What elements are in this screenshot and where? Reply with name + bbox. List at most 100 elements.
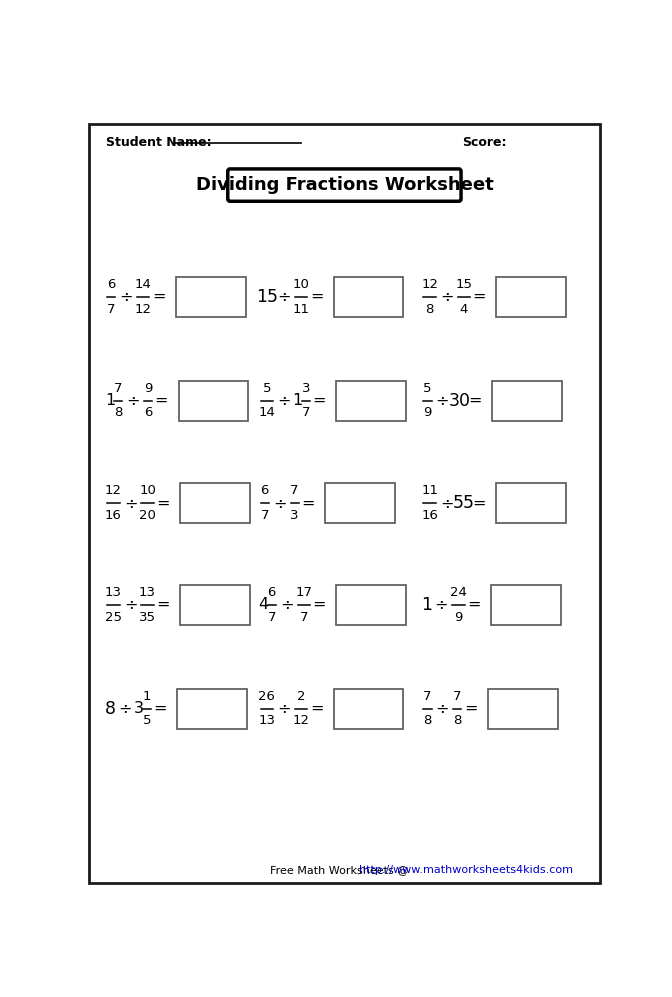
- Text: =: =: [312, 393, 326, 408]
- FancyBboxPatch shape: [177, 689, 247, 729]
- FancyBboxPatch shape: [180, 584, 250, 625]
- Text: 26: 26: [259, 690, 276, 703]
- Text: 16: 16: [105, 508, 122, 521]
- Text: ÷: ÷: [124, 597, 137, 612]
- Text: 7: 7: [302, 407, 310, 420]
- Text: 6: 6: [261, 485, 269, 498]
- Text: ÷: ÷: [118, 701, 132, 716]
- Text: 9: 9: [144, 382, 153, 395]
- Text: =: =: [312, 597, 326, 612]
- Text: 9: 9: [423, 407, 431, 420]
- Text: 15: 15: [256, 288, 278, 306]
- Text: 12: 12: [135, 302, 152, 315]
- FancyBboxPatch shape: [497, 484, 566, 523]
- Text: 14: 14: [259, 407, 276, 420]
- Text: 4: 4: [258, 597, 269, 612]
- Text: ÷: ÷: [278, 289, 291, 304]
- Text: 6: 6: [144, 407, 153, 420]
- Text: 15: 15: [455, 278, 472, 291]
- FancyBboxPatch shape: [176, 277, 245, 317]
- Text: 2: 2: [297, 690, 305, 703]
- Text: 1: 1: [292, 393, 302, 408]
- Text: Free Math Worksheets @: Free Math Worksheets @: [270, 865, 412, 875]
- Text: 14: 14: [135, 278, 152, 291]
- Text: 7: 7: [261, 508, 269, 521]
- Text: http://www.mathworksheets4kids.com: http://www.mathworksheets4kids.com: [359, 865, 573, 875]
- FancyBboxPatch shape: [228, 168, 461, 201]
- Text: 7: 7: [300, 610, 308, 623]
- Text: 35: 35: [139, 610, 156, 623]
- Text: 1: 1: [142, 690, 151, 703]
- Text: ÷: ÷: [278, 393, 291, 408]
- Text: ÷: ÷: [126, 393, 140, 408]
- Text: 24: 24: [450, 586, 467, 599]
- Text: =: =: [310, 701, 323, 716]
- Text: 7: 7: [107, 302, 116, 315]
- Text: 11: 11: [421, 485, 438, 498]
- Text: 17: 17: [295, 586, 312, 599]
- Text: ÷: ÷: [124, 496, 137, 510]
- Text: 6: 6: [107, 278, 116, 291]
- Text: 12: 12: [292, 715, 310, 728]
- Text: =: =: [301, 496, 314, 510]
- Text: ÷: ÷: [440, 289, 454, 304]
- Text: 16: 16: [421, 508, 438, 521]
- Text: 55: 55: [453, 495, 474, 512]
- FancyBboxPatch shape: [333, 277, 403, 317]
- Text: =: =: [154, 701, 167, 716]
- Text: ÷: ÷: [278, 701, 291, 716]
- Text: 10: 10: [292, 278, 309, 291]
- Text: 5: 5: [263, 382, 271, 395]
- Text: 8: 8: [453, 715, 462, 728]
- Text: 3: 3: [302, 382, 310, 395]
- Text: =: =: [472, 496, 486, 510]
- Text: ÷: ÷: [120, 289, 133, 304]
- Text: 5: 5: [423, 382, 432, 395]
- FancyBboxPatch shape: [89, 125, 600, 882]
- Text: Dividing Fractions Worksheet: Dividing Fractions Worksheet: [196, 176, 493, 194]
- Text: ÷: ÷: [435, 393, 449, 408]
- Text: ÷: ÷: [435, 597, 448, 612]
- FancyBboxPatch shape: [336, 584, 406, 625]
- Text: =: =: [310, 289, 323, 304]
- Text: ÷: ÷: [280, 597, 294, 612]
- Text: 4: 4: [460, 302, 468, 315]
- Text: 10: 10: [139, 485, 156, 498]
- Text: 1: 1: [421, 596, 433, 614]
- Text: 30: 30: [448, 392, 470, 410]
- Text: ÷: ÷: [440, 496, 454, 510]
- Text: =: =: [467, 597, 480, 612]
- Text: Student Name:: Student Name:: [106, 137, 216, 150]
- Text: =: =: [155, 393, 168, 408]
- Text: 9: 9: [454, 610, 462, 623]
- Text: 8: 8: [423, 715, 431, 728]
- FancyBboxPatch shape: [492, 381, 562, 421]
- FancyBboxPatch shape: [180, 484, 250, 523]
- Text: =: =: [152, 289, 165, 304]
- Text: 13: 13: [139, 586, 156, 599]
- Text: 20: 20: [139, 508, 156, 521]
- Text: =: =: [464, 701, 478, 716]
- FancyBboxPatch shape: [488, 689, 558, 729]
- FancyBboxPatch shape: [333, 689, 403, 729]
- Text: 8: 8: [106, 700, 116, 718]
- Text: 7: 7: [423, 690, 432, 703]
- Text: 13: 13: [259, 715, 276, 728]
- Text: =: =: [472, 289, 486, 304]
- Text: 12: 12: [421, 278, 438, 291]
- Text: 6: 6: [267, 586, 276, 599]
- Text: Score:: Score:: [462, 137, 507, 150]
- Text: ÷: ÷: [435, 701, 449, 716]
- Text: 8: 8: [114, 407, 122, 420]
- Text: 13: 13: [105, 586, 122, 599]
- Text: 7: 7: [267, 610, 276, 623]
- Text: =: =: [157, 496, 170, 510]
- Text: 25: 25: [105, 610, 122, 623]
- Text: =: =: [468, 393, 482, 408]
- Text: 7: 7: [453, 690, 462, 703]
- Text: =: =: [157, 597, 170, 612]
- Text: 3: 3: [134, 701, 144, 716]
- FancyBboxPatch shape: [325, 484, 394, 523]
- FancyBboxPatch shape: [491, 584, 560, 625]
- Text: ÷: ÷: [273, 496, 286, 510]
